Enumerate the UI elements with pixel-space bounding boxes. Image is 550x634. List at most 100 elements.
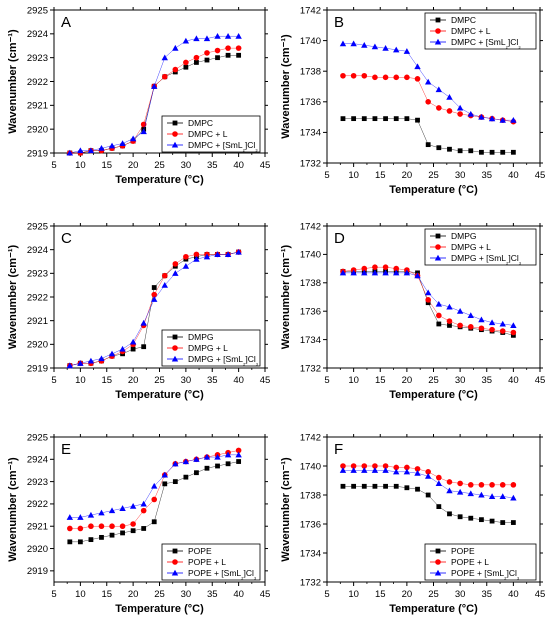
legend-marker — [172, 334, 178, 340]
data-point — [479, 517, 484, 523]
data-point — [489, 149, 495, 155]
data-point — [193, 456, 200, 462]
y-tick-label: 2921 — [27, 522, 48, 533]
x-tick-label: 35 — [481, 170, 492, 181]
data-point — [361, 483, 367, 489]
x-tick-label: 25 — [154, 375, 165, 386]
y-tick-label: 1734 — [300, 548, 321, 559]
data-point — [224, 451, 232, 458]
y-axis-title: Wavenumber (cm⁻¹) — [7, 457, 19, 562]
data-point — [393, 74, 400, 81]
data-point — [340, 116, 346, 122]
legend-marker — [171, 569, 179, 576]
y-axis-title: Wavenumber (cm⁻¹) — [280, 244, 292, 349]
data-point — [436, 474, 442, 481]
data-point — [414, 63, 421, 70]
x-tick-label: 40 — [233, 160, 244, 171]
data-point — [203, 35, 211, 42]
data-point — [435, 86, 443, 93]
data-point — [172, 460, 179, 467]
data-point — [467, 482, 474, 488]
data-point — [130, 346, 136, 352]
data-point — [393, 116, 399, 122]
x-tick-label: 45 — [535, 170, 546, 181]
data-point — [478, 491, 485, 498]
data-point — [414, 76, 421, 82]
data-point — [372, 463, 378, 469]
legend-entry-label: DMPC + L — [188, 129, 228, 139]
data-point — [456, 488, 464, 495]
data-point — [478, 325, 485, 332]
x-tick-label: 10 — [75, 375, 86, 386]
y-tick-label: 1738 — [300, 278, 321, 289]
data-point — [350, 467, 357, 473]
data-point — [214, 33, 221, 39]
x-tick-label: 5 — [51, 160, 56, 171]
x-tick-label: 30 — [181, 375, 192, 386]
data-point — [119, 140, 126, 147]
data-point — [415, 486, 420, 492]
data-point — [372, 116, 378, 122]
legend-marker — [434, 254, 442, 261]
data-point — [456, 308, 464, 314]
y-tick-label: 1738 — [300, 490, 321, 501]
x-tick-label: 10 — [75, 589, 86, 600]
x-tick-label: 35 — [481, 375, 492, 386]
data-point — [214, 47, 221, 54]
data-point — [404, 464, 410, 471]
legend-marker — [435, 28, 441, 34]
legend-entry-label: DMPC + [SmL₂]Cl₃ — [188, 140, 258, 153]
data-point — [499, 493, 506, 500]
data-point — [499, 482, 506, 488]
data-point — [382, 45, 389, 51]
x-tick-label: 5 — [324, 170, 329, 181]
data-point — [510, 494, 517, 501]
y-tick-label: 2922 — [27, 499, 48, 510]
data-point — [456, 104, 464, 111]
data-point — [415, 117, 420, 123]
data-point — [489, 326, 495, 333]
legend-entry-label: DMPG + [SmL₂]Cl₃ — [451, 253, 522, 266]
legend-marker — [435, 244, 441, 250]
legend-marker — [171, 141, 179, 148]
data-point — [109, 523, 115, 530]
data-point — [119, 345, 126, 352]
data-point — [172, 270, 179, 276]
data-point — [425, 297, 431, 303]
data-point — [151, 482, 158, 489]
y-tick-label: 1740 — [300, 250, 321, 261]
data-point — [489, 518, 495, 524]
data-point — [382, 467, 389, 473]
y-tick-label: 1742 — [300, 432, 321, 443]
legend-entry-label: DMPC — [451, 15, 476, 25]
series-triangle — [339, 40, 517, 123]
x-tick-label: 30 — [455, 589, 466, 600]
data-point — [403, 48, 411, 54]
data-point — [361, 463, 368, 469]
legend-entry-label: POPE + [SmL₂]Cl₃ — [188, 568, 257, 581]
x-tick-label: 15 — [375, 589, 386, 600]
data-point — [129, 338, 137, 345]
x-tick-label: 40 — [508, 589, 519, 600]
data-point — [140, 128, 147, 135]
data-point — [468, 148, 474, 154]
data-point — [393, 468, 400, 475]
data-point — [130, 528, 136, 534]
data-point — [140, 500, 147, 507]
x-tick-label: 5 — [324, 375, 329, 386]
data-point — [339, 269, 347, 276]
y-tick-label: 2923 — [27, 53, 48, 64]
data-point — [109, 532, 115, 538]
data-point — [67, 539, 73, 545]
data-point — [214, 453, 221, 460]
data-point — [193, 35, 200, 42]
legend-entry-label: DMPG — [451, 231, 477, 241]
series-triangle — [66, 248, 242, 369]
x-axis-title: Temperature (°C) — [115, 603, 204, 615]
data-point — [130, 521, 136, 527]
data-point — [424, 472, 432, 479]
data-point — [393, 483, 399, 489]
x-tick-label: 5 — [51, 375, 56, 386]
x-tick-label: 40 — [508, 375, 519, 386]
